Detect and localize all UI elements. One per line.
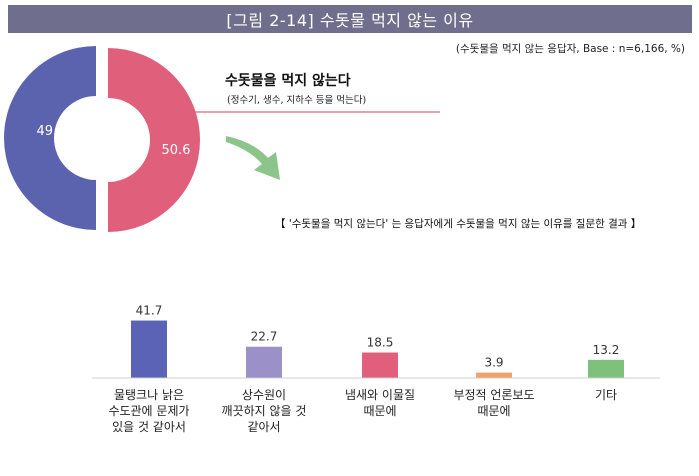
donut-slice-0 [4,46,96,230]
category-label-line: 같아서 [247,420,281,434]
bar-value-label-4: 13.2 [593,343,620,357]
category-label-line: 냄새와 이물질 [344,388,416,402]
category-label-line: 기타 [594,388,618,402]
bar-0 [131,320,167,378]
category-label-line: 때문에 [363,404,397,418]
bar-4 [588,359,624,378]
category-label-line: 부정적 언론보도 [453,388,535,402]
category-label-line: 물탱크나 낡은 [113,388,185,402]
category-label-line: 깨끗하지 않을 것 [221,404,307,418]
title-bar: [그림 2-14] 수돗물 먹지 않는 이유 [8,5,692,33]
donut-sub-label: (정수기, 생수, 지하수 등을 먹는다) [227,95,367,106]
bar-2 [362,352,398,378]
bar-3 [476,372,512,378]
bar-value-label-2: 18.5 [367,336,394,350]
category-label-4: 기타 [551,387,661,403]
donut-value-label-0: 49.4 [37,124,66,139]
page-title: [그림 2-14] 수돗물 먹지 않는 이유 [226,11,474,30]
bar-value-label-3: 3.9 [484,356,503,370]
donut-slice-1 [108,48,200,232]
donut-value-label-1: 50.6 [162,143,191,158]
question-note: 【 '수돗물을 먹지 않는다' 는 응답자에게 수돗물을 먹지 않는 이유를 질… [275,218,642,230]
bar-1 [246,346,282,378]
category-label-line: 수도관에 문제가 [108,404,190,418]
green-arrow-icon [226,136,280,180]
bar-value-label-1: 22.7 [251,330,278,344]
category-label-line: 상수원이 [241,388,287,402]
category-label-line: 있을 것 같아서 [112,420,186,434]
category-label-line: 때문에 [477,404,511,418]
base-note: (수돗물을 먹지 않는 응답자, Base : n=6,166, %) [455,43,685,55]
donut-main-label: 수돗물을 먹지 않는다 [225,73,351,89]
bar-value-label-0: 41.7 [136,304,163,318]
